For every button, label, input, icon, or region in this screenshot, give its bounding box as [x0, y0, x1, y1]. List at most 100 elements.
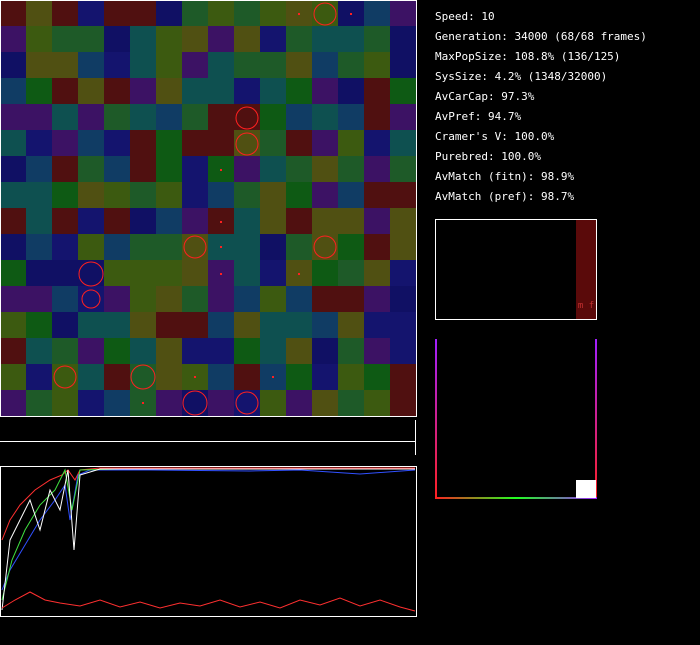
- cell: [26, 104, 52, 130]
- cell: [390, 130, 416, 156]
- cell: [130, 52, 156, 78]
- cell: [0, 26, 26, 52]
- cell: [364, 26, 390, 52]
- cell: [182, 130, 208, 156]
- cell: [312, 338, 338, 364]
- cell: [364, 182, 390, 208]
- cell: [364, 338, 390, 364]
- agent: [78, 261, 104, 287]
- cell: [208, 52, 234, 78]
- cell: [364, 364, 390, 390]
- cell: [208, 390, 234, 416]
- cell: [26, 390, 52, 416]
- cell: [104, 364, 130, 390]
- agent-dot: [272, 376, 274, 378]
- cell: [338, 78, 364, 104]
- cell: [338, 338, 364, 364]
- cell: [0, 338, 26, 364]
- cell: [52, 182, 78, 208]
- cell: [78, 234, 104, 260]
- cell: [130, 364, 156, 390]
- cell: [78, 130, 104, 156]
- cell: [182, 52, 208, 78]
- cell: [104, 52, 130, 78]
- cell: [104, 338, 130, 364]
- cluster: [576, 480, 596, 498]
- cell: [104, 260, 130, 286]
- cell: [390, 312, 416, 338]
- cell: [260, 130, 286, 156]
- cell: [130, 182, 156, 208]
- cell: [208, 312, 234, 338]
- cell: [338, 234, 364, 260]
- cell: [338, 52, 364, 78]
- cell: [26, 26, 52, 52]
- cell: [390, 78, 416, 104]
- cell: [260, 26, 286, 52]
- cell: [104, 156, 130, 182]
- cell: [104, 390, 130, 416]
- cell: [338, 130, 364, 156]
- cell: [338, 26, 364, 52]
- cell: [364, 312, 390, 338]
- agent-dot: [298, 273, 300, 275]
- cell: [156, 156, 182, 182]
- cell: [130, 338, 156, 364]
- cell: [0, 390, 26, 416]
- agent: [53, 365, 77, 389]
- agent-dot: [298, 13, 300, 15]
- cell: [364, 52, 390, 78]
- plot-line: [1, 468, 415, 611]
- cell: [286, 182, 312, 208]
- agent: [81, 289, 101, 309]
- cell: [234, 312, 260, 338]
- cell: [26, 78, 52, 104]
- cell: [234, 182, 260, 208]
- plot-border: [435, 339, 437, 499]
- cell: [312, 312, 338, 338]
- stat-line: Generation: 34000 (68/68 frames): [435, 30, 647, 43]
- cell: [312, 260, 338, 286]
- cell: [130, 234, 156, 260]
- cell: [286, 364, 312, 390]
- cell: [234, 78, 260, 104]
- cell: [52, 260, 78, 286]
- cell: [78, 104, 104, 130]
- cell: [312, 234, 338, 260]
- cell: [26, 156, 52, 182]
- cell: [234, 156, 260, 182]
- cell: [364, 104, 390, 130]
- cell: [364, 286, 390, 312]
- cell: [130, 104, 156, 130]
- cell: [182, 182, 208, 208]
- cell: [78, 312, 104, 338]
- cell: [312, 390, 338, 416]
- cell: [208, 104, 234, 130]
- cell: [104, 104, 130, 130]
- cell: [156, 338, 182, 364]
- cell: [130, 130, 156, 156]
- cell: [0, 156, 26, 182]
- cell: [286, 78, 312, 104]
- cell: [156, 234, 182, 260]
- cell: [390, 364, 416, 390]
- cell: [312, 26, 338, 52]
- cell: [156, 312, 182, 338]
- cell: [182, 338, 208, 364]
- cell: [338, 260, 364, 286]
- cell: [52, 208, 78, 234]
- cell: [0, 182, 26, 208]
- cell: [52, 0, 78, 26]
- cell: [52, 26, 78, 52]
- preference-plot: m f: [435, 219, 597, 320]
- cell: [52, 338, 78, 364]
- cell: [78, 78, 104, 104]
- cell: [0, 286, 26, 312]
- cell: [286, 234, 312, 260]
- cell: [234, 208, 260, 234]
- cell: [208, 0, 234, 26]
- trait-plot: [435, 339, 597, 499]
- cell: [312, 0, 338, 26]
- cell: [182, 104, 208, 130]
